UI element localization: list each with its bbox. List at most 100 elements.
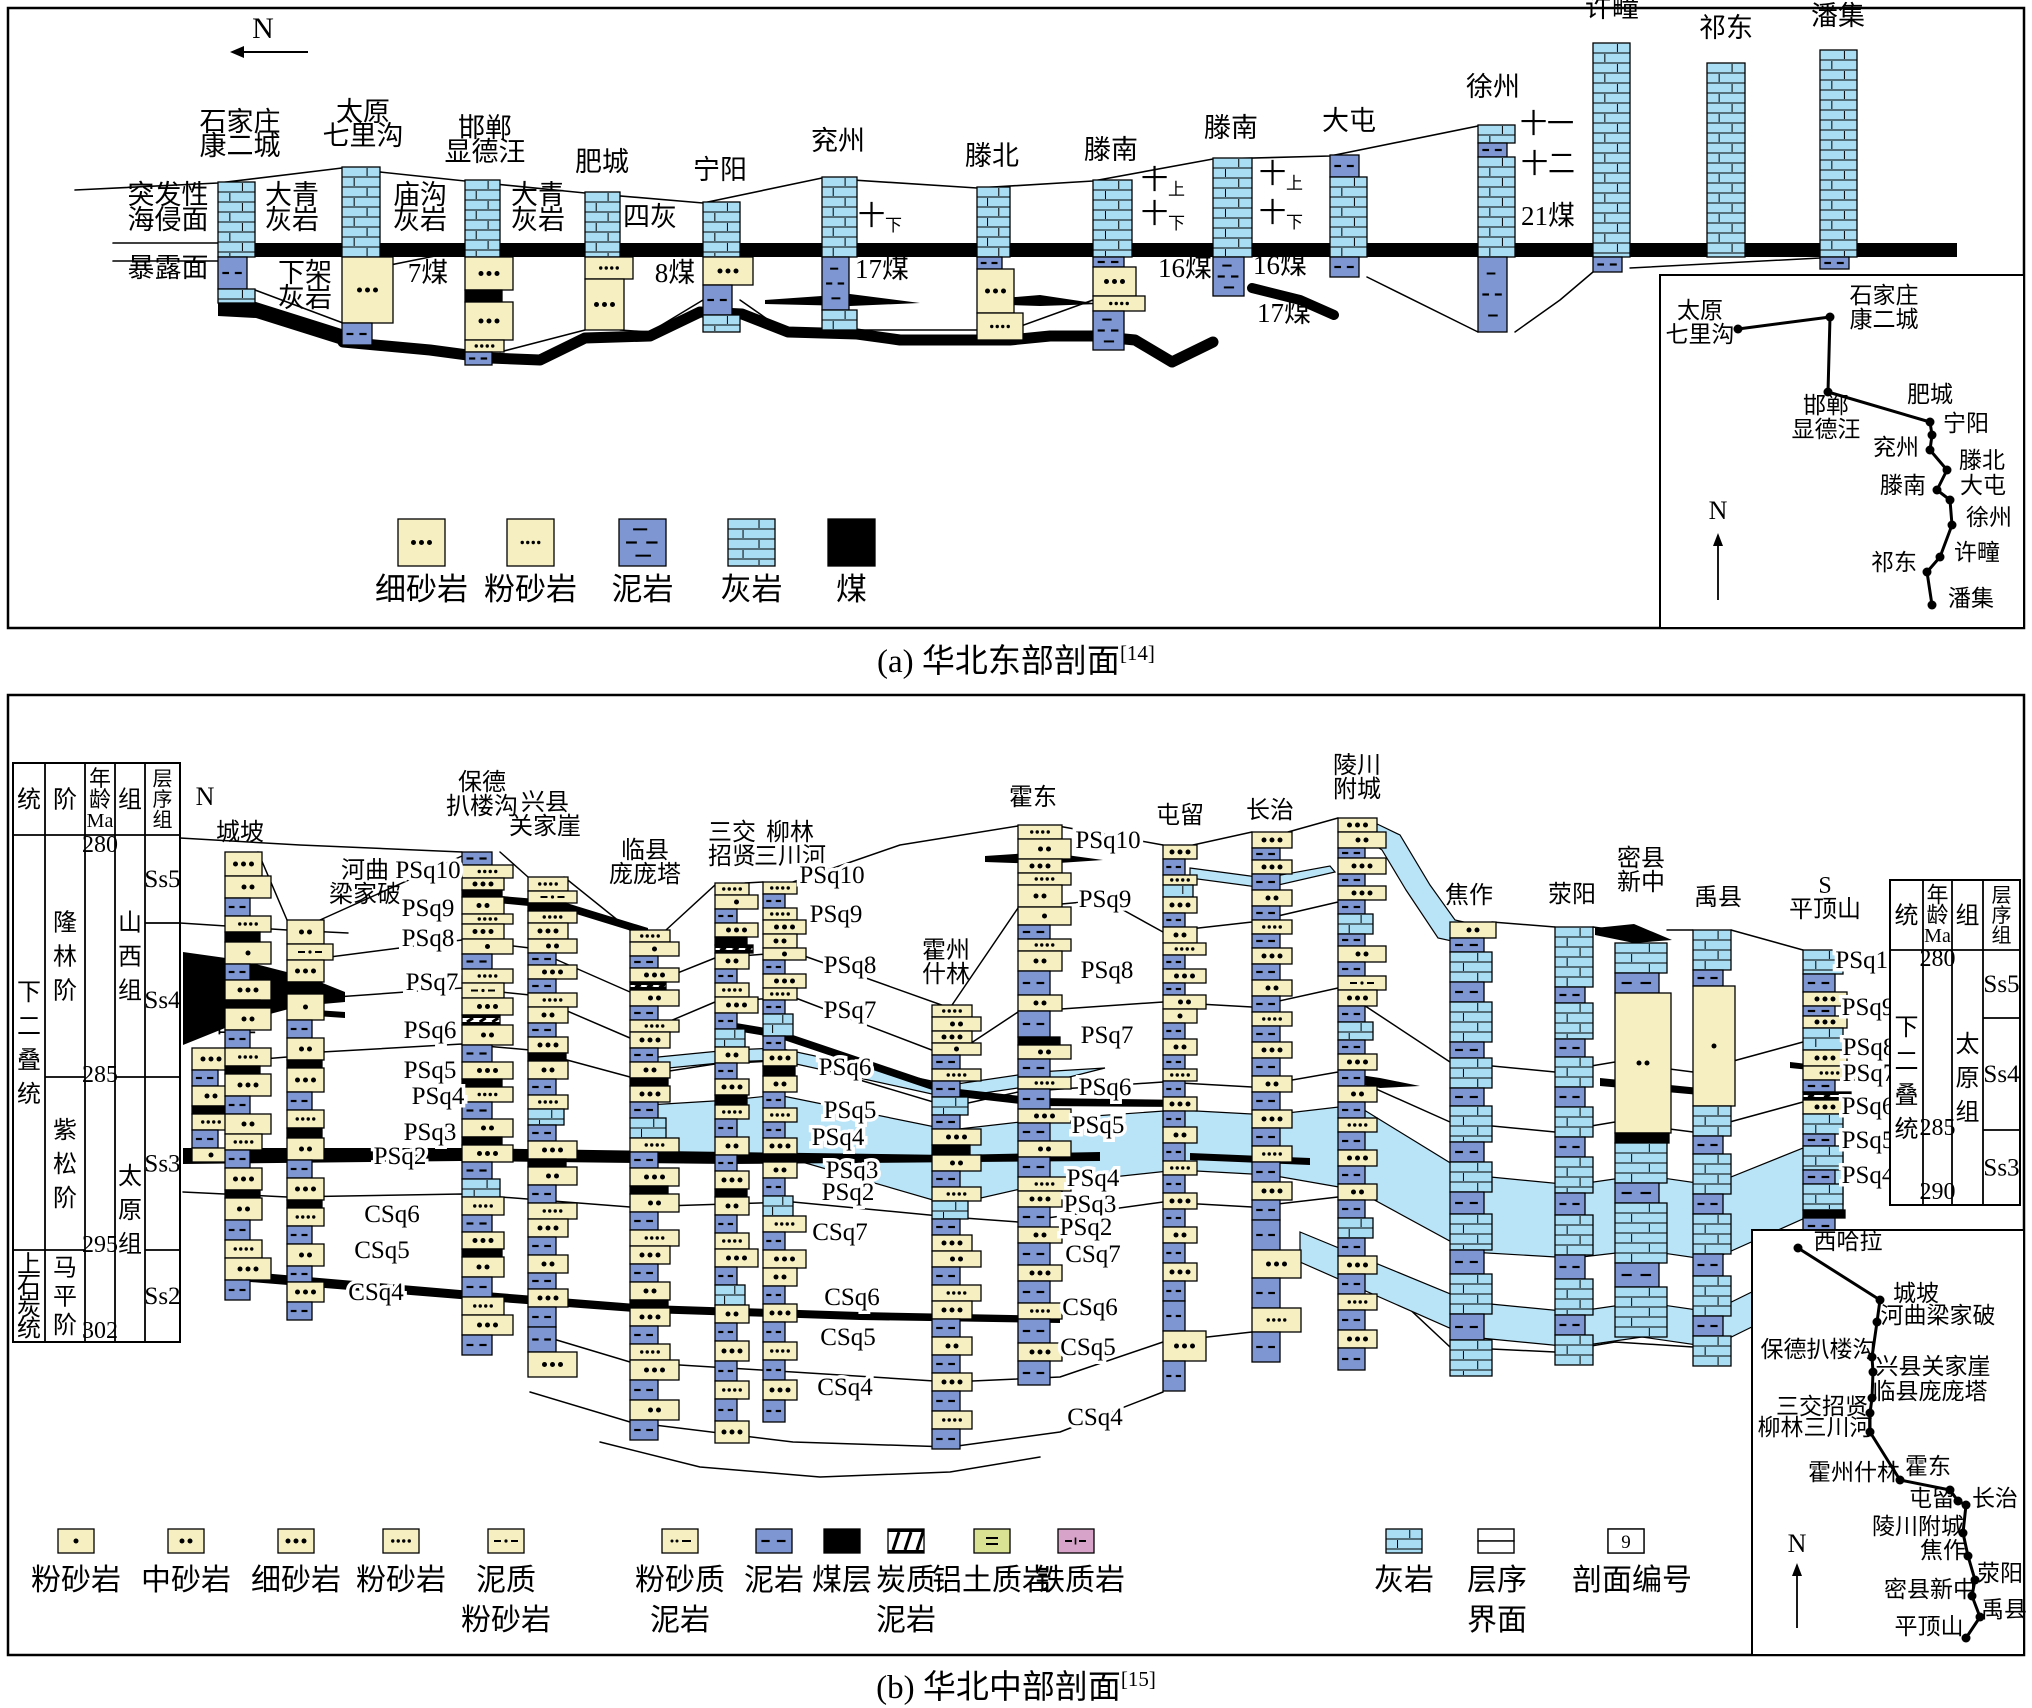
table-header: Ma: [87, 810, 114, 832]
lith-y2: [629, 1061, 671, 1079]
lith-y4: [1251, 1145, 1293, 1163]
lith-y4: [461, 1196, 505, 1216]
legend-label: 煤层: [812, 1564, 872, 1597]
sequence-label: CSq6: [1062, 1294, 1118, 1321]
lith-lime: [464, 179, 501, 258]
sequence-label: CSq4: [348, 1279, 404, 1306]
annotation: 大青: [511, 180, 565, 210]
strat-column: 陵川附城: [1333, 753, 1387, 1371]
lith-y2: [1162, 1226, 1198, 1244]
strat-column: 屯留: [1156, 802, 1207, 1392]
table-cell: 平: [53, 1284, 77, 1310]
annotation: 灰岩: [265, 205, 319, 235]
map-location-label: 邯郸: [1803, 393, 1849, 418]
map-location-label: 滕南: [1880, 473, 1926, 498]
column-name: 庞庞塔: [609, 861, 681, 888]
legend-item: 细砂岩: [375, 518, 468, 607]
lith-y4: [191, 1113, 231, 1131]
map-location-label: 兖州: [1873, 435, 1919, 460]
lith-lime: [1092, 179, 1133, 258]
lith-y2: [167, 1528, 205, 1554]
correlation-line: [1491, 921, 1556, 928]
lith-lime: [931, 1096, 969, 1116]
lith-coal: [527, 1052, 567, 1062]
lith-lime: [527, 1108, 565, 1126]
legend-label: 剖面编号: [1572, 1564, 1692, 1597]
lith-y2: [1162, 1126, 1198, 1144]
lith-y4: [461, 1296, 505, 1316]
table-cell: 叠: [17, 1047, 41, 1074]
table-cell: Ss2: [144, 1283, 180, 1310]
map-location-label: 滕北: [1959, 448, 2005, 473]
lith-y4: [762, 1215, 807, 1233]
legend-item: 铁质岩: [1035, 1528, 1125, 1597]
sequence-label: CSq7: [1065, 1241, 1121, 1268]
sequence-label: PSq2: [1060, 1214, 1113, 1241]
sequence-label: PSq9: [1079, 886, 1132, 913]
table-header: 龄: [89, 787, 111, 812]
table-cell: 阶: [53, 1312, 77, 1339]
column-name: 梁家破: [329, 881, 401, 908]
lith-mud: [464, 351, 493, 366]
table-cell: Ss5: [1983, 971, 2019, 998]
caption-panel-b: (b) 华北中部剖面[15]: [0, 1660, 2032, 1708]
lith-y2: [629, 1281, 671, 1301]
table-header: 年: [89, 766, 111, 791]
lith-y4: [931, 1068, 982, 1082]
sequence-label: PSq8: [402, 925, 455, 952]
legend-label: 泥质: [476, 1564, 536, 1597]
lith-y2: [1251, 979, 1293, 997]
legend-item: 9 剖面编号: [1572, 1528, 1692, 1597]
map-location-label: 平顶山: [1895, 1614, 1964, 1639]
location-dot: [1922, 567, 1932, 577]
correlation-line: [1192, 831, 1253, 846]
table-cell: 统: [17, 1081, 41, 1108]
correlation-line: [1629, 257, 1821, 269]
lith-y2: [1017, 884, 1063, 908]
age-tick: 285: [1920, 1115, 1956, 1141]
lith-y2: [224, 1007, 272, 1031]
map-location-label: 康二城: [1850, 307, 1919, 332]
column-name: 焦作: [1445, 882, 1493, 909]
lith-mud: [1092, 310, 1125, 351]
caption-a-text: (a) 华北东部剖面: [877, 644, 1120, 680]
map-location-label: 许疃: [1954, 540, 2000, 565]
lith-coal: [224, 1189, 261, 1199]
lith-y2: [1017, 1140, 1072, 1158]
location-dot: [1967, 1591, 1977, 1601]
lith-y2: [286, 919, 325, 945]
lith-y2: [762, 933, 798, 949]
lith-y2: [1337, 1085, 1378, 1103]
lith-lime: [461, 1178, 501, 1198]
north-arrowhead: [230, 46, 244, 58]
sequence-label: CSq5: [1060, 1334, 1116, 1361]
lith-lime: [1449, 1105, 1493, 1143]
column-name: 荥阳: [1548, 881, 1596, 908]
lith-mud: [1592, 256, 1623, 273]
location-dot: [1961, 1633, 1971, 1643]
lith-y4: [1337, 1293, 1378, 1311]
legend-label: 粉砂质: [635, 1564, 725, 1597]
location-dot: [1793, 1243, 1803, 1253]
legend-item: 泥岩: [744, 1528, 804, 1597]
lith-y2: [1337, 1183, 1378, 1201]
map-location-label: 兴县关家崖: [1876, 1354, 1991, 1379]
lith-lime: [217, 181, 256, 258]
lith-y4: [1017, 1076, 1072, 1090]
table-header: 统: [17, 786, 41, 813]
annotation: 16煤: [1158, 253, 1212, 283]
sequence-label: PSq4: [1067, 1165, 1120, 1192]
lith-y2: [1017, 838, 1072, 860]
sequence-label: PSq9: [810, 901, 863, 928]
legend-label: 泥岩: [650, 1604, 710, 1637]
lith-lime: [1477, 124, 1516, 144]
lith-y4: [931, 1186, 982, 1202]
column-name: 陵川: [1333, 753, 1381, 779]
lith-lime: [1592, 42, 1631, 258]
correlation-line: [257, 851, 288, 921]
location-dot: [1945, 1485, 1955, 1495]
lith-y2: [224, 875, 272, 899]
